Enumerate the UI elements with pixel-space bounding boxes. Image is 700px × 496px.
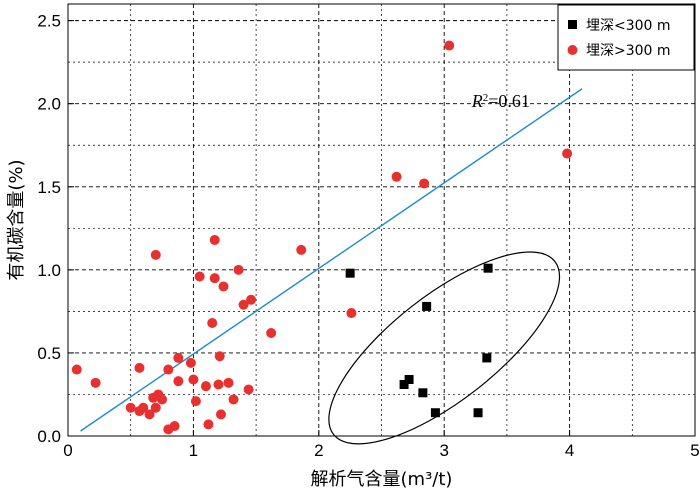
data-point-circle (157, 394, 168, 405)
data-point-circle (419, 178, 430, 189)
legend-circle-marker (567, 45, 578, 55)
data-point-circle (266, 327, 277, 338)
data-point-circle (173, 376, 184, 387)
y-tick-label: 2.5 (37, 12, 61, 31)
data-point-circle (190, 396, 201, 407)
data-point-square (482, 353, 492, 363)
x-tick-label: 2 (314, 441, 323, 460)
data-points (71, 40, 573, 435)
data-point-circle (150, 402, 161, 413)
y-tick-label: 1.5 (37, 178, 61, 197)
r-squared-value: =0.61 (488, 91, 530, 111)
data-point-circle (138, 402, 149, 413)
data-point-circle (209, 234, 220, 245)
data-point-circle (215, 409, 226, 420)
data-point-circle (203, 419, 214, 430)
data-point-circle (71, 364, 82, 375)
r-squared-sup: 2 (483, 92, 489, 104)
data-point-circle (246, 294, 257, 305)
data-point-circle (169, 421, 180, 432)
data-point-circle (163, 364, 174, 375)
data-point-circle (243, 384, 254, 395)
data-point-square (399, 379, 409, 389)
data-point-circle (213, 379, 224, 390)
data-point-circle (391, 171, 402, 182)
data-point-circle (194, 271, 205, 282)
y-tick-label: 1.0 (37, 261, 61, 280)
r-squared-annotation: R2=0.61 (471, 91, 530, 111)
y-tick-label: 0.0 (37, 427, 61, 446)
data-point-circle (209, 273, 220, 284)
data-point-square (473, 408, 483, 418)
data-point-circle (214, 351, 225, 362)
x-axis-label: 解析气含量(m³/t) (311, 469, 453, 490)
data-point-square (422, 301, 432, 311)
trendline-group (80, 88, 583, 432)
y-tick-label: 0.5 (37, 344, 61, 363)
data-point-circle (185, 357, 196, 368)
data-point-circle (125, 402, 136, 413)
data-point-circle (218, 281, 229, 292)
data-point-square (345, 268, 355, 278)
data-point-circle (233, 264, 244, 275)
data-point-circle (200, 381, 211, 392)
data-point-circle (173, 352, 184, 363)
data-point-circle (207, 318, 218, 329)
data-point-circle (90, 377, 101, 388)
data-point-circle (562, 148, 573, 159)
x-tick-label: 3 (439, 441, 448, 460)
axis-ticks: 0 1 2 3 4 5 0.0 0.5 1.0 1.5 2.0 2.5 (37, 12, 699, 460)
data-point-square (483, 263, 493, 273)
legend-label-shallow: 埋深<300 m (586, 18, 671, 34)
legend: 埋深<300 m 埋深>300 m (557, 4, 695, 71)
highlight-ellipse (328, 251, 561, 445)
data-point-circle (346, 308, 357, 319)
y-tick-label: 2.0 (37, 95, 61, 114)
data-point-square (430, 408, 440, 418)
data-point-circle (150, 249, 161, 260)
data-point-circle (223, 377, 234, 388)
data-point-circle (228, 394, 239, 405)
x-tick-label: 0 (63, 441, 72, 460)
data-point-circle (238, 299, 249, 310)
legend-label-deep: 埋深>300 m (586, 43, 671, 59)
data-point-square (418, 388, 428, 398)
data-point-circle (296, 244, 307, 255)
trendline (80, 88, 583, 432)
x-tick-label: 1 (189, 441, 198, 460)
data-point-circle (134, 362, 145, 373)
data-point-circle (188, 374, 199, 385)
r-squared-r: R (471, 91, 483, 111)
data-point-circle (444, 40, 455, 51)
grid (68, 4, 695, 436)
x-tick-label: 4 (565, 441, 574, 460)
highlight-ellipse-group (328, 251, 561, 445)
data-point-square (404, 375, 414, 385)
plot-frame (67, 3, 696, 437)
legend-box (557, 4, 695, 71)
y-axis-label: 有机碳含量(%) (6, 159, 27, 280)
data-point-circle (144, 409, 155, 420)
x-tick-label: 5 (690, 441, 699, 460)
legend-square-marker (568, 20, 577, 29)
